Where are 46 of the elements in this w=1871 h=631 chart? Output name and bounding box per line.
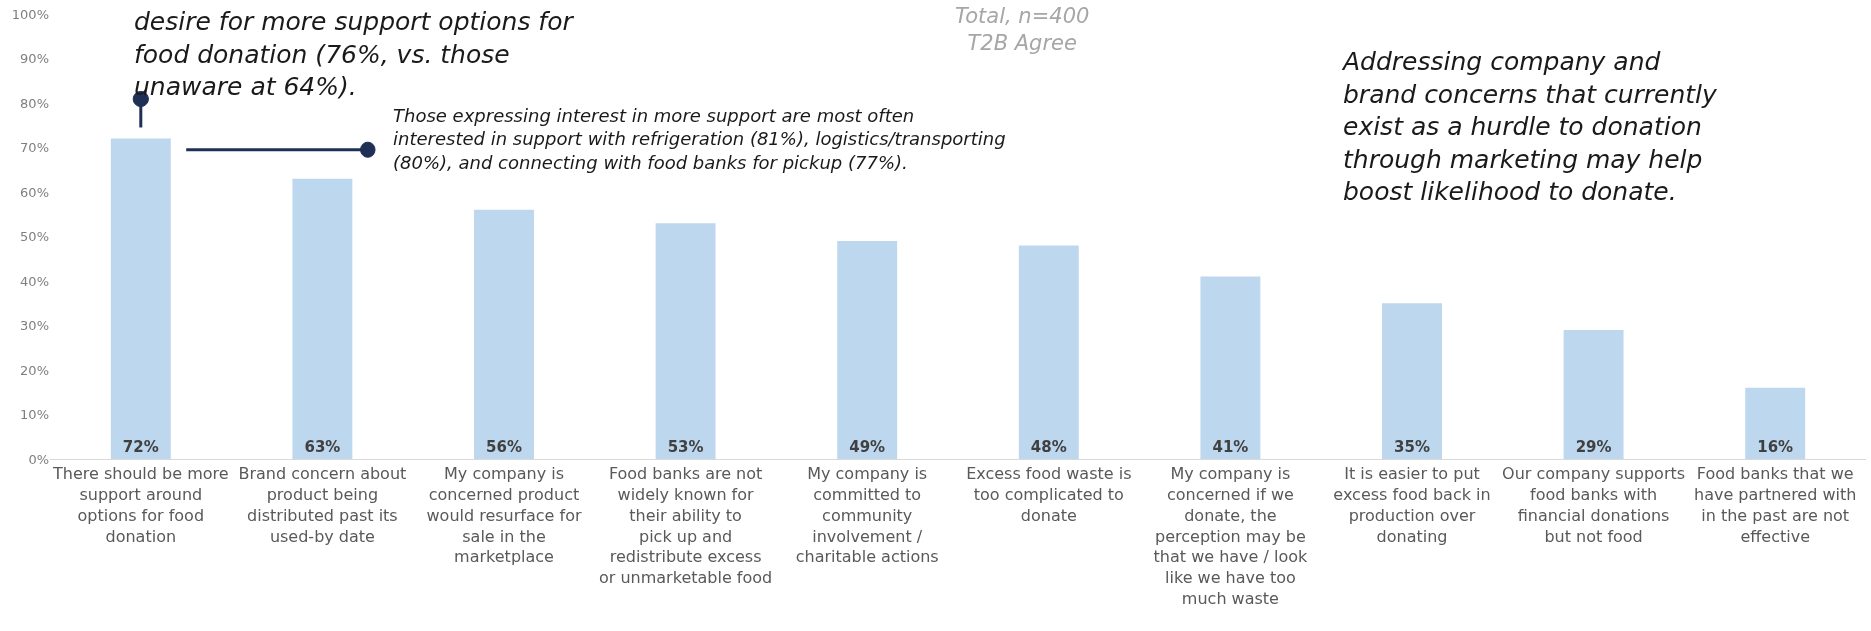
bar (1382, 303, 1442, 459)
x-tick-label: Food banks are not widely known for their ability to pick up and redistribute excess or unmarketable food (598, 464, 773, 588)
y-tick-label: 80% (20, 95, 49, 111)
data-label: 63% (304, 438, 341, 456)
x-tick-label: My company is concerned if we donate, the perception may be that we have / look like we have too much waste (1153, 464, 1308, 608)
text: T2B Agree (967, 31, 1077, 56)
x-tick-label: Excess food waste is too complicated to donate (966, 464, 1132, 525)
data-label: 72% (122, 438, 159, 456)
bar (474, 209, 534, 459)
bar (655, 223, 716, 459)
annotation: Addressing company and brand concerns that currently exist as a hurdle to donation through marketing may help boost likelihood to donate. (1341, 47, 1719, 206)
bar (1745, 387, 1806, 459)
y-tick-label: 50% (20, 229, 49, 245)
x-tick-label: My company is committed to community involvement / charitable actions (795, 464, 939, 567)
y-tick-label: 30% (20, 318, 49, 334)
x-tick-label: There should be more support around options for food donation (52, 464, 229, 546)
data-label: 49% (849, 438, 886, 456)
x-tick-label: My company is concerned product would resurface for sale in the marketplace (426, 464, 582, 567)
x-tick-label: Food banks that we have partnered with in the past are not effective (1694, 464, 1857, 546)
data-label: 56% (486, 438, 522, 456)
data-label: 48% (1030, 438, 1067, 456)
y-tick-label: 70% (20, 140, 49, 156)
y-tick-label: 90% (20, 51, 49, 67)
data-label: 29% (1575, 438, 1612, 456)
annotation: Those expressing interest in more support are most often interested in support with refrigeration (81%), logistics/transporting (80%), and connecting with food banks for pickup (77%). (393, 105, 1006, 173)
x-tick-label: It is easier to put excess food back in production over donating (1333, 464, 1491, 546)
y-tick-label: 10% (20, 407, 49, 423)
annotation: desire for more support options for food donation (76%, vs. those unaware at 64%). (134, 7, 575, 101)
x-tick-label: Our company supports food banks with financial donations but not food (1502, 464, 1686, 546)
data-label: 41% (1212, 438, 1249, 456)
data-label: 16% (1757, 438, 1794, 456)
data-label: 35% (1394, 438, 1430, 456)
y-tick-label: 100% (11, 6, 49, 22)
y-tick-label: 60% (20, 184, 49, 200)
bar (292, 178, 353, 459)
y-tick-label: 20% (20, 362, 49, 378)
y-tick-label: 40% (20, 273, 49, 289)
x-tick-label: Brand concern about product being distributed past its used-by date (238, 464, 407, 546)
bar (110, 138, 171, 459)
chart-title: Total, n=400 (955, 4, 1090, 28)
bar (1563, 329, 1624, 459)
bar (1200, 276, 1261, 459)
bar (837, 240, 898, 459)
data-label: 53% (667, 438, 704, 456)
bar (1018, 245, 1079, 459)
y-tick-label: 0% (28, 451, 49, 467)
